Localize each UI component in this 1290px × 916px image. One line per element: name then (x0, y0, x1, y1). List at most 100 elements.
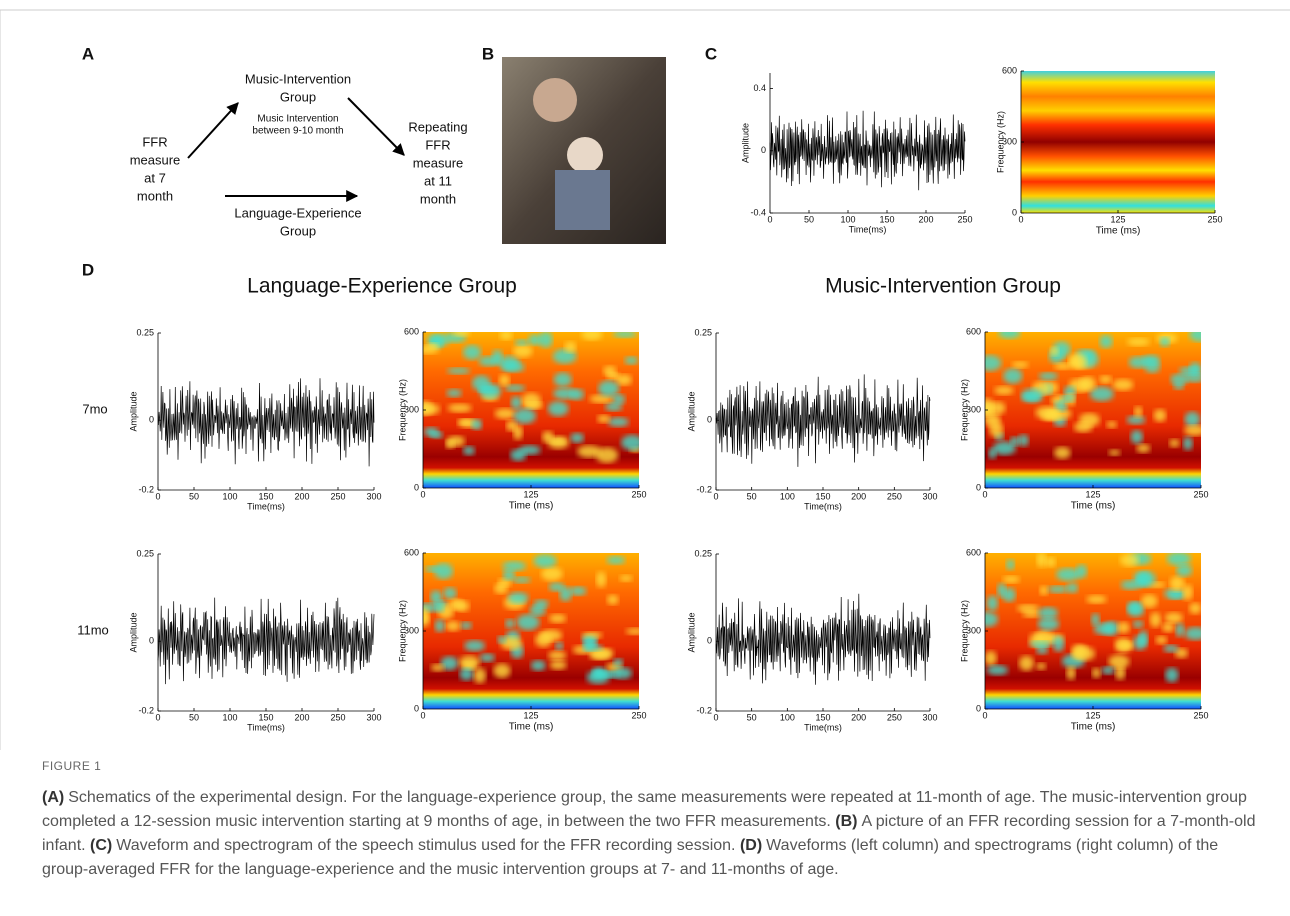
label: 250 (957, 214, 972, 224)
label: 250 (330, 712, 345, 722)
spectrogram-blob (460, 622, 472, 629)
waveform-trace (158, 378, 374, 466)
label: Group (280, 223, 316, 238)
spectrogram-blob (989, 422, 1003, 438)
spectrogram-blob (502, 561, 526, 570)
label: 0 (707, 415, 712, 425)
label: 125 (523, 489, 538, 499)
spectrogram-blob (417, 345, 439, 354)
label: month (420, 191, 456, 206)
spectrogram-blob (508, 592, 528, 603)
label: 0.25 (136, 548, 154, 558)
spectrogram-blob (1054, 363, 1072, 370)
spectrogram-blob (446, 621, 461, 631)
label: 0 (155, 491, 160, 501)
spectrogram-blob (1127, 338, 1150, 346)
spectrogram-blob (1040, 586, 1048, 596)
spectrogram-blob (1117, 622, 1129, 634)
spectrogram-blob (1086, 595, 1106, 603)
label: 0 (713, 712, 718, 722)
spectrogram-blob (464, 640, 485, 651)
spectrogram-blob (1108, 655, 1129, 669)
spectrogram-blob (1100, 335, 1113, 348)
spectrogram-blob (987, 595, 998, 610)
label: C (705, 44, 717, 63)
spectrogram-blob (517, 614, 540, 630)
label: 100 (222, 491, 237, 501)
label: 250 (887, 712, 902, 722)
label: 300 (366, 712, 381, 722)
spectrogram-blob (1060, 396, 1074, 402)
spectrogram-blob (525, 402, 543, 409)
spectrogram-blob (1073, 646, 1095, 660)
label: 200 (294, 712, 309, 722)
label: Repeating (408, 119, 467, 134)
spectrogram-blob (625, 357, 638, 365)
label: 125 (523, 710, 538, 720)
label: 200 (918, 214, 933, 224)
label: FFR (142, 134, 167, 149)
label: 125 (1085, 710, 1100, 720)
spectrogram-blob (570, 587, 587, 596)
spectrogram-blob (626, 628, 645, 635)
spectrogram-blob (1050, 347, 1059, 356)
label: 300 (366, 491, 381, 501)
spectrogram-blob (597, 415, 610, 423)
spectrogram-blob (1133, 621, 1144, 628)
spectrogram-blob (1165, 612, 1183, 623)
label: 100 (780, 712, 795, 722)
spectrogram-blob (1019, 656, 1034, 671)
label: 0 (982, 710, 987, 720)
label: 0 (149, 636, 154, 646)
label: 0 (976, 703, 981, 713)
label: 600 (404, 326, 419, 336)
spectrogram-blob (1036, 646, 1048, 655)
label: at 7 (144, 170, 166, 185)
spectrogram (415, 553, 645, 709)
caption-body: (A)Schematics of the experimental design… (42, 786, 1257, 882)
spectrogram-blob (502, 362, 524, 372)
spectrogram-blob (998, 327, 1020, 338)
label: 150 (258, 712, 273, 722)
spectrogram-blob (582, 329, 603, 341)
spectrogram-blob (431, 664, 445, 671)
spectrogram-blob (460, 668, 474, 681)
spectrogram-blob (513, 345, 532, 357)
spectrogram-blob (1163, 645, 1178, 652)
spectrogram-field (423, 553, 639, 709)
spectrogram-blob (598, 381, 619, 397)
label: Time(ms) (804, 501, 842, 511)
label: 300 (922, 491, 937, 501)
label: 50 (804, 214, 814, 224)
label: 600 (1002, 65, 1017, 75)
spectrogram-blob (528, 335, 542, 346)
label: 125 (1110, 214, 1125, 224)
spectrogram-blob (607, 556, 625, 564)
spectrogram-blob (603, 366, 616, 376)
waveform-trace (770, 111, 965, 191)
label: measure (413, 155, 464, 170)
spectrogram-blob (493, 663, 510, 677)
label: 50 (747, 712, 757, 722)
spectrogram-blob (1134, 406, 1142, 417)
label: 600 (966, 547, 981, 557)
label: 11mo (77, 622, 109, 637)
label: 250 (330, 491, 345, 501)
figure-label: FIGURE 1 (42, 754, 1257, 778)
spectrogram-blob (448, 404, 472, 413)
spectrogram-blob (1120, 554, 1139, 567)
label: 250 (1193, 710, 1208, 720)
spectrogram-blob (1154, 409, 1167, 422)
spectrogram-blob (1175, 623, 1184, 637)
label: -0.2 (138, 705, 154, 715)
spectrogram-blob (988, 448, 996, 459)
photo-detail (567, 137, 603, 173)
label: 300 (922, 712, 937, 722)
label: A (82, 44, 94, 63)
spectrogram-blob (1189, 328, 1211, 342)
label: Time (ms) (509, 722, 554, 733)
spectrogram-blob (506, 420, 517, 431)
spectrogram-blob (1066, 666, 1075, 680)
spectrogram-blob (459, 655, 480, 669)
spectrogram-blob (1037, 552, 1047, 567)
